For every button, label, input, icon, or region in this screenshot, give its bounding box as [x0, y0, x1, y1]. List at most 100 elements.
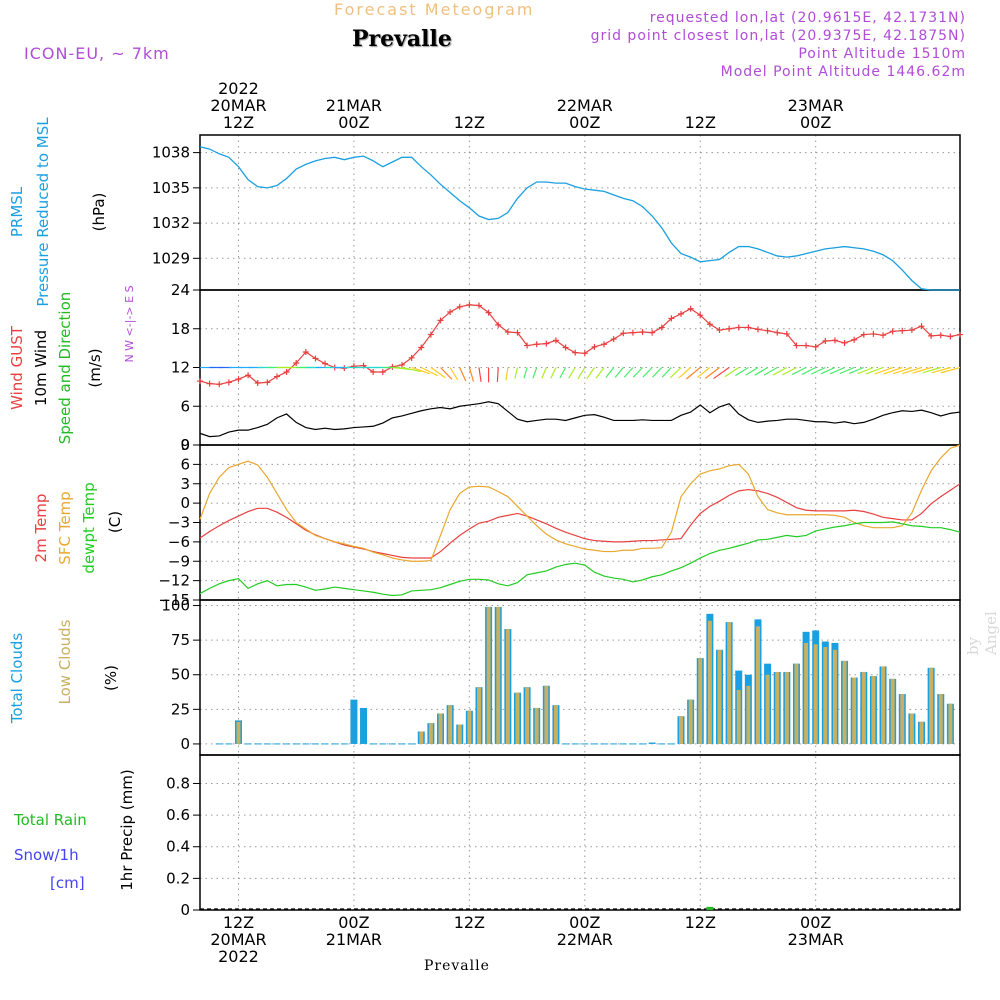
low-cloud-bar — [929, 667, 934, 744]
gust-point — [726, 325, 733, 332]
low-cloud-bar — [467, 710, 472, 744]
gust-point — [264, 379, 271, 386]
low-cloud-bar — [544, 685, 549, 744]
wind-direction-arrow — [801, 366, 816, 375]
gust-point — [918, 323, 925, 330]
gust-point — [947, 333, 954, 340]
wind-direction-arrow — [781, 366, 797, 376]
low-cloud-bar — [736, 689, 741, 744]
low-cloud-bar — [784, 671, 789, 744]
y-tick-label: 0 — [180, 494, 190, 512]
bottom-time-label: 2022 — [218, 947, 259, 966]
wind-direction-arrow — [848, 366, 865, 374]
gust-point — [629, 329, 636, 336]
low-cloud-bar — [457, 724, 462, 744]
wind-direction-arrow — [632, 367, 643, 378]
gust-label: Wind GUST — [8, 325, 26, 410]
wind-direction-arrow — [478, 367, 482, 382]
wind-direction-arrow — [496, 367, 499, 382]
total-cloud-label: Total Clouds — [8, 633, 26, 725]
wind-direction-arrow — [568, 367, 576, 379]
wind-direction-arrow — [829, 366, 845, 375]
low-cloud-bar — [832, 649, 837, 744]
gust-point — [678, 310, 685, 317]
wind-direction-arrow — [595, 367, 605, 379]
gust-point — [649, 329, 656, 336]
gust-point — [870, 330, 877, 337]
low-cloud-bar — [515, 692, 520, 744]
pressure-description-label: Pressure Reduced to MSL — [34, 117, 52, 307]
gust-point — [379, 369, 386, 376]
wind-direction-arrow — [411, 366, 430, 375]
bottom-time-label: 12Z — [454, 913, 485, 932]
wind-direction-arrow — [685, 367, 701, 380]
low-cloud-bar — [438, 713, 443, 744]
temp-unit-label: (C) — [106, 511, 124, 533]
gust-point — [495, 321, 502, 328]
station-title: Prevalle — [352, 26, 452, 52]
gust-point — [504, 328, 511, 335]
gust-point — [735, 324, 742, 331]
gust-point — [312, 355, 319, 362]
wind-direction-arrow — [820, 366, 836, 375]
wind-direction-arrow — [857, 366, 874, 375]
low-cloud-bar — [679, 716, 684, 744]
gust-point — [427, 331, 434, 338]
y-tick-label: −9 — [168, 552, 190, 570]
wind-direction-arrow — [940, 366, 961, 374]
gust-point — [706, 321, 713, 328]
top-time-label: 2022 — [218, 79, 259, 98]
top-time-label: 22MAR — [557, 96, 613, 115]
low-cloud-bar — [476, 687, 481, 744]
low-cloud-bar — [852, 677, 857, 744]
y-tick-label: −6 — [168, 533, 190, 551]
gust-point — [880, 332, 887, 339]
cloud-unit-label: (%) — [102, 665, 120, 691]
gust-point — [908, 327, 915, 334]
top-time-label: 23MAR — [788, 96, 844, 115]
wind-direction-arrow — [642, 367, 653, 378]
y-tick-label: −12 — [158, 572, 190, 590]
y-tick-label: 6 — [180, 397, 190, 415]
y-tick-label: 24 — [171, 281, 190, 299]
low-cloud-bar — [746, 685, 751, 744]
y-tick-label: 0.2 — [166, 869, 190, 887]
low-cloud-bar — [765, 674, 770, 744]
gust-point — [620, 330, 627, 337]
low-cloud-bar — [448, 705, 453, 744]
y-tick-label: 0.6 — [166, 806, 190, 824]
pressure-line — [199, 146, 960, 291]
precip-unit-label: 1hr Precip (mm) — [118, 769, 136, 890]
gust-point — [803, 342, 810, 349]
low-cloud-bar — [890, 678, 895, 744]
low-cloud-bar — [496, 606, 501, 744]
y-tick-label: 0.8 — [166, 774, 190, 792]
gust-point — [687, 305, 694, 312]
wind-direction-arrow — [892, 366, 913, 375]
wind-direction-arrow — [883, 366, 903, 375]
wind-label: 10m Wind — [32, 330, 50, 406]
bottom-time-label: 21MAR — [326, 930, 382, 949]
top-time-label: 12Z — [454, 113, 485, 132]
model-label: ICON-EU, ~ 7km — [24, 44, 170, 63]
wind-direction-arrow — [541, 367, 547, 379]
low-cloud-bar — [698, 658, 703, 744]
gust-point — [928, 332, 935, 339]
low-cloud-bar — [775, 671, 780, 744]
panel-frame-pressure — [199, 134, 961, 291]
y-tick-label: 0 — [180, 901, 190, 919]
bottom-time-label: 00Z — [569, 913, 600, 932]
gust-point — [466, 301, 473, 308]
low-cloud-bar — [553, 705, 558, 744]
rain-label: Total Rain — [13, 811, 87, 829]
wind-direction-arrow — [420, 366, 439, 377]
gust-point — [399, 361, 406, 368]
low-cloud-bar — [717, 649, 722, 744]
total-cloud-bar — [350, 699, 358, 744]
gust-point — [216, 381, 223, 388]
low-cloud-bar — [919, 721, 924, 744]
bottom-time-label: 20MAR — [210, 930, 266, 949]
gust-point — [591, 343, 598, 350]
wind-direction-arrow — [401, 366, 421, 373]
gust-point — [533, 341, 540, 348]
